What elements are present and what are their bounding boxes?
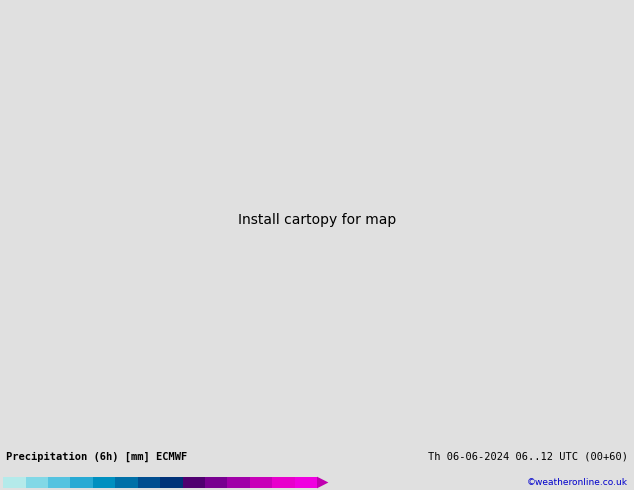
- Bar: [93, 477, 115, 489]
- Bar: [115, 477, 138, 489]
- Text: Precipitation (6h) [mm] ECMWF: Precipitation (6h) [mm] ECMWF: [6, 452, 188, 462]
- Bar: [295, 477, 317, 489]
- Bar: [25, 477, 48, 489]
- FancyArrow shape: [317, 477, 328, 489]
- Bar: [138, 477, 160, 489]
- Bar: [160, 477, 183, 489]
- Bar: [3, 477, 25, 489]
- Text: Th 06-06-2024 06..12 UTC (00+60): Th 06-06-2024 06..12 UTC (00+60): [428, 452, 628, 462]
- Bar: [48, 477, 70, 489]
- Bar: [205, 477, 228, 489]
- Bar: [183, 477, 205, 489]
- Bar: [250, 477, 272, 489]
- Text: Install cartopy for map: Install cartopy for map: [238, 213, 396, 227]
- Bar: [228, 477, 250, 489]
- Bar: [272, 477, 295, 489]
- Bar: [70, 477, 93, 489]
- Text: ©weatheronline.co.uk: ©weatheronline.co.uk: [527, 477, 628, 487]
